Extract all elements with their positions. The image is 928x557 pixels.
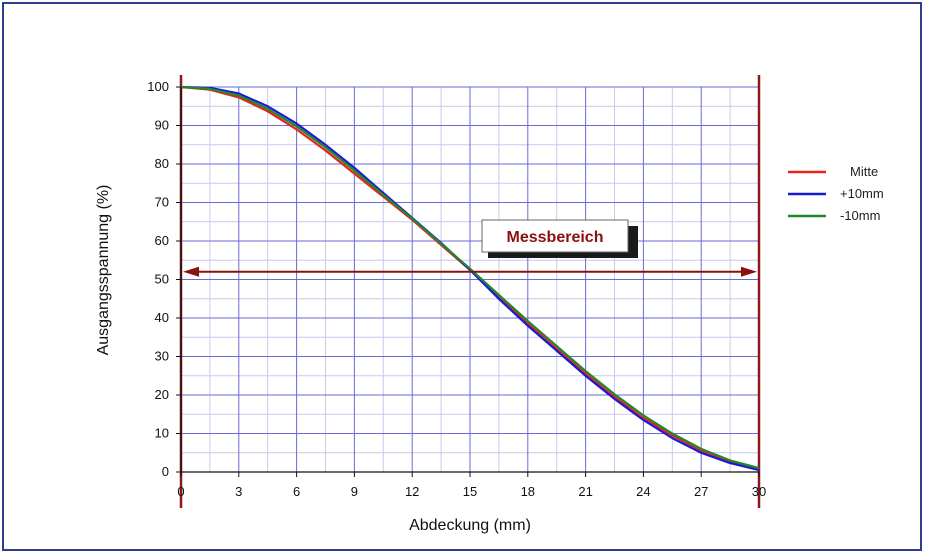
range-arrow: [183, 266, 757, 277]
series-lines: [180, 85, 760, 472]
legend-label: Mitte: [850, 164, 878, 179]
y-tick-label: 0: [162, 464, 169, 479]
y-tick-label: 30: [155, 349, 169, 364]
y-tick-label: 60: [155, 233, 169, 248]
y-tick-label: 100: [147, 79, 169, 94]
range-arrow-head-left: [183, 266, 199, 277]
messbereich-annotation: Messbereich: [183, 219, 757, 277]
series-line-10mm: [180, 85, 760, 470]
y-tick-label: 80: [155, 156, 169, 171]
y-tick-label: 20: [155, 387, 169, 402]
x-tick-label: 3: [235, 484, 242, 499]
legend-label: -10mm: [840, 208, 880, 223]
x-tick-label: 18: [521, 484, 535, 499]
x-axis-label: Abdeckung (mm): [409, 517, 531, 534]
chart-frame: [2, 2, 922, 551]
annotation-label: Messbereich: [507, 229, 604, 246]
y-tick-label: 40: [155, 310, 169, 325]
y-tick-labels: 0 10 20 30 40 50 60 70 80 90 100: [147, 79, 169, 479]
legend-label: +10mm: [840, 186, 884, 201]
x-tick-label: 24: [636, 484, 650, 499]
y-tick-label: 90: [155, 118, 169, 133]
x-tick-label: 12: [405, 484, 419, 499]
y-tick-label: 10: [155, 426, 169, 441]
x-tick-labels: 0 3 6 9 12 15 18 21 24 27 30: [177, 484, 766, 499]
annotation-box: [481, 219, 629, 253]
axes: [176, 86, 760, 477]
legend: Mitte +10mm -10mm: [788, 164, 884, 223]
x-tick-label: 6: [293, 484, 300, 499]
x-tick-label: 0: [177, 484, 184, 499]
y-axis-label: Ausgangsspannung (%): [95, 185, 112, 356]
range-arrow-head-right: [741, 266, 757, 277]
x-tick-label: 27: [694, 484, 708, 499]
x-tick-label: 9: [351, 484, 358, 499]
x-tick-label: 30: [752, 484, 766, 499]
y-tick-label: 70: [155, 195, 169, 210]
x-tick-label: 15: [463, 484, 477, 499]
y-tick-label: 50: [155, 272, 169, 287]
x-tick-label: 21: [578, 484, 592, 499]
